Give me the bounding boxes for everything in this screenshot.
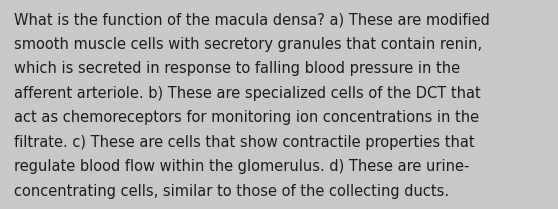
- Text: act as chemoreceptors for monitoring ion concentrations in the: act as chemoreceptors for monitoring ion…: [14, 110, 479, 125]
- Text: smooth muscle cells with secretory granules that contain renin,: smooth muscle cells with secretory granu…: [14, 37, 482, 52]
- Text: filtrate. c) These are cells that show contractile properties that: filtrate. c) These are cells that show c…: [14, 135, 474, 150]
- Text: regulate blood flow within the glomerulus. d) These are urine-: regulate blood flow within the glomerulu…: [14, 159, 469, 174]
- Text: What is the function of the macula densa? a) These are modified: What is the function of the macula densa…: [14, 13, 490, 28]
- Text: which is secreted in response to falling blood pressure in the: which is secreted in response to falling…: [14, 61, 460, 76]
- Text: afferent arteriole. b) These are specialized cells of the DCT that: afferent arteriole. b) These are special…: [14, 86, 480, 101]
- Text: concentrating cells, similar to those of the collecting ducts.: concentrating cells, similar to those of…: [14, 184, 449, 199]
